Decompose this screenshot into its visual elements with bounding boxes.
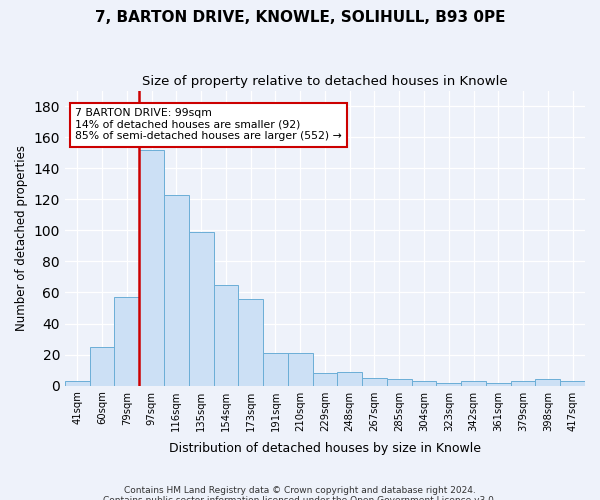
- Text: 7, BARTON DRIVE, KNOWLE, SOLIHULL, B93 0PE: 7, BARTON DRIVE, KNOWLE, SOLIHULL, B93 0…: [95, 10, 505, 25]
- Bar: [214, 284, 238, 386]
- Bar: [313, 373, 337, 386]
- Bar: [511, 381, 535, 386]
- Bar: [436, 382, 461, 386]
- Bar: [189, 232, 214, 386]
- Bar: [362, 378, 387, 386]
- Bar: [387, 380, 412, 386]
- Bar: [337, 372, 362, 386]
- Bar: [486, 382, 511, 386]
- Y-axis label: Number of detached properties: Number of detached properties: [15, 145, 28, 331]
- Text: Contains public sector information licensed under the Open Government Licence v3: Contains public sector information licen…: [103, 496, 497, 500]
- Bar: [115, 297, 139, 386]
- Bar: [65, 381, 89, 386]
- Bar: [238, 298, 263, 386]
- Bar: [535, 380, 560, 386]
- Bar: [263, 353, 288, 386]
- Bar: [139, 150, 164, 386]
- Bar: [412, 381, 436, 386]
- Bar: [89, 347, 115, 386]
- Title: Size of property relative to detached houses in Knowle: Size of property relative to detached ho…: [142, 75, 508, 88]
- Bar: [288, 353, 313, 386]
- Text: 7 BARTON DRIVE: 99sqm
14% of detached houses are smaller (92)
85% of semi-detach: 7 BARTON DRIVE: 99sqm 14% of detached ho…: [76, 108, 342, 142]
- Bar: [560, 381, 585, 386]
- Bar: [461, 381, 486, 386]
- Bar: [164, 194, 189, 386]
- Text: Contains HM Land Registry data © Crown copyright and database right 2024.: Contains HM Land Registry data © Crown c…: [124, 486, 476, 495]
- X-axis label: Distribution of detached houses by size in Knowle: Distribution of detached houses by size …: [169, 442, 481, 455]
